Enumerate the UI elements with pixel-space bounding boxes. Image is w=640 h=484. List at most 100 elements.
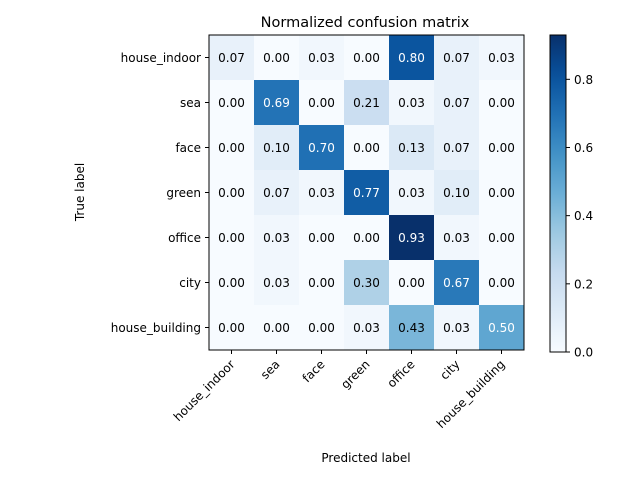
colorbar-tick-label: 0.0	[574, 346, 593, 360]
y-tick-label: office	[168, 231, 201, 245]
heatmap-cell	[299, 170, 345, 216]
heatmap-cell	[389, 305, 435, 351]
heatmap-cell	[389, 170, 435, 216]
cell-value-label: 0.00	[308, 231, 335, 245]
x-tick-label: sea	[258, 357, 283, 382]
heatmap-cell	[344, 125, 390, 171]
y-tick-label: city	[179, 276, 201, 290]
heatmap-cell	[479, 260, 525, 306]
cell-value-label: 0.03	[308, 51, 335, 65]
heatmap-cell	[434, 215, 480, 261]
heatmap-cell	[434, 305, 480, 351]
cell-value-label: 0.00	[218, 231, 245, 245]
heatmap-cell	[209, 125, 255, 171]
heatmap-cell	[254, 215, 300, 261]
colorbar: 0.0 0.2 0.4 0.6 0.8	[549, 34, 593, 360]
colorbar-gradient	[549, 34, 567, 353]
y-tick-label: house_building	[111, 321, 201, 335]
y-tick-label: green	[166, 186, 201, 200]
heatmap-cell	[389, 35, 435, 81]
cell-value-label: 0.67	[443, 276, 470, 290]
cell-value-label: 0.03	[443, 231, 470, 245]
cell-value-label: 0.03	[398, 186, 425, 200]
heatmap-cell	[254, 260, 300, 306]
heatmap-cell	[209, 215, 255, 261]
cell-value-label: 0.50	[488, 321, 515, 335]
x-tick-label: face	[300, 357, 328, 385]
heatmap-cell	[434, 80, 480, 126]
cell-value-label: 0.00	[218, 276, 245, 290]
heatmap-cell	[434, 260, 480, 306]
colorbar-tick-label: 0.6	[574, 141, 593, 155]
colorbar-tick-label: 0.8	[574, 73, 593, 87]
heatmap-cell	[389, 80, 435, 126]
cell-value-label: 0.10	[443, 186, 470, 200]
cell-value-label: 0.00	[488, 141, 515, 155]
heatmap-cell	[389, 260, 435, 306]
colorbar-tick-label: 0.4	[574, 209, 593, 223]
heatmap-cell	[254, 80, 300, 126]
heatmap-cells	[209, 35, 525, 351]
heatmap-cell	[479, 80, 525, 126]
cell-value-label: 0.07	[218, 51, 245, 65]
x-tick-label: house_indoor	[171, 357, 238, 424]
heatmap-cell	[254, 305, 300, 351]
cell-value-label: 0.70	[308, 141, 335, 155]
heatmap-cell	[299, 215, 345, 261]
heatmap-cell	[434, 125, 480, 171]
cell-value-label: 0.00	[488, 96, 515, 110]
x-tick-label: office	[384, 357, 417, 390]
cell-value-label: 0.21	[353, 96, 380, 110]
cell-value-label: 0.03	[443, 321, 470, 335]
cell-value-label: 0.00	[218, 96, 245, 110]
cell-value-label: 0.07	[443, 141, 470, 155]
heatmap-cell	[389, 215, 435, 261]
y-tick-label: sea	[180, 96, 201, 110]
cell-value-label: 0.00	[488, 231, 515, 245]
cell-value-label: 0.00	[353, 141, 380, 155]
x-axis-ticks: house_indoor sea face green office cityhouse_…	[171, 350, 508, 431]
cell-value-label: 0.00	[308, 96, 335, 110]
heatmap-cell	[209, 80, 255, 126]
heatmap-cell	[209, 170, 255, 216]
heatmap-cell	[479, 215, 525, 261]
cell-value-label: 0.03	[263, 276, 290, 290]
cell-value-label: 0.00	[353, 231, 380, 245]
cell-value-label: 0.77	[353, 186, 380, 200]
cell-value-label: 0.03	[398, 96, 425, 110]
heatmap-cell	[299, 305, 345, 351]
cell-value-label: 0.00	[218, 186, 245, 200]
cell-value-label: 0.07	[443, 51, 470, 65]
cell-value-label: 0.00	[263, 51, 290, 65]
y-tick-label: house_indoor	[121, 51, 201, 65]
heatmap-cell	[389, 125, 435, 171]
x-tick-label: city	[437, 357, 462, 382]
heatmap-cell	[434, 170, 480, 216]
cell-value-label: 0.10	[263, 141, 290, 155]
heatmap-cell	[209, 305, 255, 351]
cell-value-label: 0.00	[308, 276, 335, 290]
cell-value-label: 0.00	[308, 321, 335, 335]
heatmap-cell	[344, 305, 390, 351]
heatmap-cell	[434, 35, 480, 81]
cell-value-label: 0.30	[353, 276, 380, 290]
heatmap-cell	[344, 215, 390, 261]
heatmap-cell	[479, 170, 525, 216]
heatmap-cell	[299, 260, 345, 306]
heatmap-cell	[254, 170, 300, 216]
cell-value-label: 0.00	[263, 321, 290, 335]
cell-value-label: 0.80	[398, 51, 425, 65]
cell-value-label: 0.93	[398, 231, 425, 245]
chart-title: Normalized confusion matrix	[261, 15, 470, 31]
heatmap-cell	[299, 80, 345, 126]
heatmap-cell	[299, 35, 345, 81]
cell-value-label: 0.00	[353, 51, 380, 65]
cell-value-label: 0.07	[443, 96, 470, 110]
y-axis-label: True label	[73, 163, 87, 222]
cell-value-label: 0.00	[398, 276, 425, 290]
heatmap-cell	[344, 260, 390, 306]
cell-value-label: 0.03	[263, 231, 290, 245]
